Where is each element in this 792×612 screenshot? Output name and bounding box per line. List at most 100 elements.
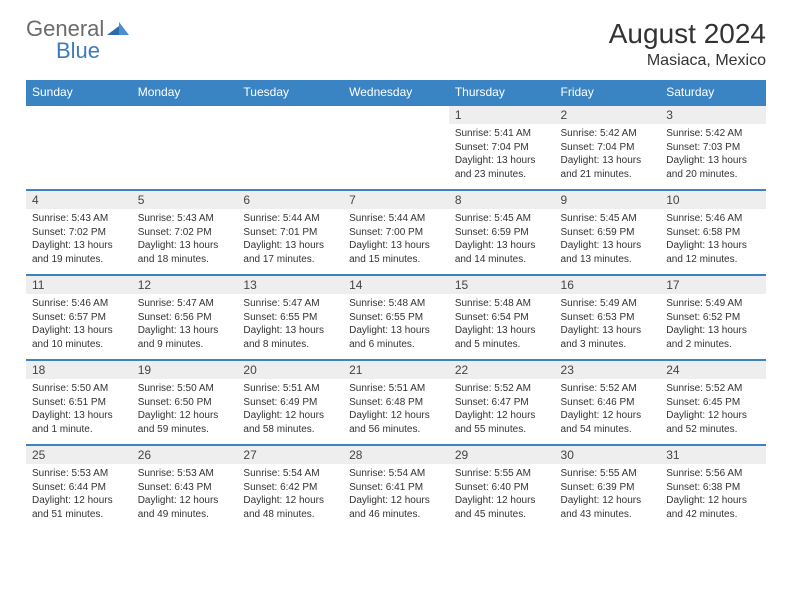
logo: GeneralBlue	[26, 18, 131, 62]
day-number-cell: 29	[449, 445, 555, 464]
sunset-text: Sunset: 6:38 PM	[666, 481, 760, 495]
day-header: Monday	[132, 80, 238, 105]
sunset-text: Sunset: 6:51 PM	[32, 396, 126, 410]
day-content-cell: Sunrise: 5:53 AMSunset: 6:44 PMDaylight:…	[26, 464, 132, 529]
sunrise-text: Sunrise: 5:51 AM	[243, 382, 337, 396]
day-number-cell: 20	[237, 360, 343, 379]
sunset-text: Sunset: 6:45 PM	[666, 396, 760, 410]
sunset-text: Sunset: 6:43 PM	[138, 481, 232, 495]
week-content-row: Sunrise: 5:50 AMSunset: 6:51 PMDaylight:…	[26, 379, 766, 445]
day-content-cell: Sunrise: 5:47 AMSunset: 6:56 PMDaylight:…	[132, 294, 238, 360]
day-number-cell: 3	[660, 105, 766, 124]
sunrise-text: Sunrise: 5:54 AM	[349, 467, 443, 481]
daylight-text: Daylight: 13 hours and 9 minutes.	[138, 324, 232, 351]
day-content-cell: Sunrise: 5:41 AMSunset: 7:04 PMDaylight:…	[449, 124, 555, 190]
day-header: Wednesday	[343, 80, 449, 105]
daylight-text: Daylight: 12 hours and 43 minutes.	[561, 494, 655, 521]
daylight-text: Daylight: 13 hours and 2 minutes.	[666, 324, 760, 351]
daylight-text: Daylight: 13 hours and 12 minutes.	[666, 239, 760, 266]
daylight-text: Daylight: 13 hours and 1 minute.	[32, 409, 126, 436]
day-content-cell: Sunrise: 5:51 AMSunset: 6:48 PMDaylight:…	[343, 379, 449, 445]
sunset-text: Sunset: 6:55 PM	[349, 311, 443, 325]
day-content-cell: Sunrise: 5:44 AMSunset: 7:00 PMDaylight:…	[343, 209, 449, 275]
sunset-text: Sunset: 6:53 PM	[561, 311, 655, 325]
day-number-cell: 6	[237, 190, 343, 209]
title-block: August 2024 Masiaca, Mexico	[609, 18, 766, 70]
sunrise-text: Sunrise: 5:53 AM	[138, 467, 232, 481]
day-content-cell	[132, 124, 238, 190]
day-content-cell: Sunrise: 5:49 AMSunset: 6:53 PMDaylight:…	[555, 294, 661, 360]
sunrise-text: Sunrise: 5:42 AM	[666, 127, 760, 141]
day-content-cell: Sunrise: 5:55 AMSunset: 6:39 PMDaylight:…	[555, 464, 661, 529]
day-content-cell: Sunrise: 5:52 AMSunset: 6:45 PMDaylight:…	[660, 379, 766, 445]
day-number-cell: 30	[555, 445, 661, 464]
sunrise-text: Sunrise: 5:42 AM	[561, 127, 655, 141]
sunrise-text: Sunrise: 5:44 AM	[349, 212, 443, 226]
sunset-text: Sunset: 6:58 PM	[666, 226, 760, 240]
week-number-row: 18192021222324	[26, 360, 766, 379]
daylight-text: Daylight: 13 hours and 23 minutes.	[455, 154, 549, 181]
day-content-cell: Sunrise: 5:48 AMSunset: 6:54 PMDaylight:…	[449, 294, 555, 360]
sunrise-text: Sunrise: 5:45 AM	[561, 212, 655, 226]
daylight-text: Daylight: 13 hours and 19 minutes.	[32, 239, 126, 266]
day-number-cell	[132, 105, 238, 124]
calendar-table: SundayMondayTuesdayWednesdayThursdayFrid…	[26, 80, 766, 529]
logo-text-blue: Blue	[56, 38, 100, 63]
day-content-cell: Sunrise: 5:46 AMSunset: 6:58 PMDaylight:…	[660, 209, 766, 275]
day-content-cell	[237, 124, 343, 190]
sunset-text: Sunset: 7:04 PM	[455, 141, 549, 155]
week-number-row: 45678910	[26, 190, 766, 209]
daylight-text: Daylight: 12 hours and 48 minutes.	[243, 494, 337, 521]
sunrise-text: Sunrise: 5:53 AM	[32, 467, 126, 481]
sunset-text: Sunset: 7:04 PM	[561, 141, 655, 155]
day-number-cell: 22	[449, 360, 555, 379]
daylight-text: Daylight: 13 hours and 10 minutes.	[32, 324, 126, 351]
day-number-cell	[343, 105, 449, 124]
week-content-row: Sunrise: 5:46 AMSunset: 6:57 PMDaylight:…	[26, 294, 766, 360]
day-header: Tuesday	[237, 80, 343, 105]
day-number-cell: 4	[26, 190, 132, 209]
daylight-text: Daylight: 12 hours and 58 minutes.	[243, 409, 337, 436]
sunrise-text: Sunrise: 5:51 AM	[349, 382, 443, 396]
sunrise-text: Sunrise: 5:55 AM	[455, 467, 549, 481]
sunset-text: Sunset: 7:02 PM	[138, 226, 232, 240]
sunrise-text: Sunrise: 5:52 AM	[561, 382, 655, 396]
day-content-cell: Sunrise: 5:56 AMSunset: 6:38 PMDaylight:…	[660, 464, 766, 529]
day-header: Saturday	[660, 80, 766, 105]
day-content-cell: Sunrise: 5:46 AMSunset: 6:57 PMDaylight:…	[26, 294, 132, 360]
day-content-cell	[343, 124, 449, 190]
sunrise-text: Sunrise: 5:54 AM	[243, 467, 337, 481]
day-number-cell: 14	[343, 275, 449, 294]
day-number-cell: 2	[555, 105, 661, 124]
day-number-cell: 23	[555, 360, 661, 379]
day-number-cell: 5	[132, 190, 238, 209]
sunset-text: Sunset: 6:55 PM	[243, 311, 337, 325]
sunset-text: Sunset: 6:49 PM	[243, 396, 337, 410]
sunset-text: Sunset: 6:56 PM	[138, 311, 232, 325]
daylight-text: Daylight: 13 hours and 3 minutes.	[561, 324, 655, 351]
week-content-row: Sunrise: 5:43 AMSunset: 7:02 PMDaylight:…	[26, 209, 766, 275]
daylight-text: Daylight: 13 hours and 21 minutes.	[561, 154, 655, 181]
sunset-text: Sunset: 6:47 PM	[455, 396, 549, 410]
sunset-text: Sunset: 6:57 PM	[32, 311, 126, 325]
day-content-cell: Sunrise: 5:43 AMSunset: 7:02 PMDaylight:…	[26, 209, 132, 275]
sunrise-text: Sunrise: 5:50 AM	[32, 382, 126, 396]
logo-icon	[107, 18, 131, 40]
day-content-cell: Sunrise: 5:50 AMSunset: 6:51 PMDaylight:…	[26, 379, 132, 445]
week-content-row: Sunrise: 5:41 AMSunset: 7:04 PMDaylight:…	[26, 124, 766, 190]
sunrise-text: Sunrise: 5:41 AM	[455, 127, 549, 141]
day-content-cell: Sunrise: 5:42 AMSunset: 7:04 PMDaylight:…	[555, 124, 661, 190]
day-content-cell	[26, 124, 132, 190]
day-content-cell: Sunrise: 5:49 AMSunset: 6:52 PMDaylight:…	[660, 294, 766, 360]
daylight-text: Daylight: 13 hours and 13 minutes.	[561, 239, 655, 266]
day-number-cell: 15	[449, 275, 555, 294]
week-number-row: 123	[26, 105, 766, 124]
daylight-text: Daylight: 12 hours and 54 minutes.	[561, 409, 655, 436]
daylight-text: Daylight: 12 hours and 52 minutes.	[666, 409, 760, 436]
daylight-text: Daylight: 12 hours and 45 minutes.	[455, 494, 549, 521]
day-number-cell: 10	[660, 190, 766, 209]
sunset-text: Sunset: 7:02 PM	[32, 226, 126, 240]
day-number-cell	[26, 105, 132, 124]
sunset-text: Sunset: 7:00 PM	[349, 226, 443, 240]
daylight-text: Daylight: 12 hours and 42 minutes.	[666, 494, 760, 521]
